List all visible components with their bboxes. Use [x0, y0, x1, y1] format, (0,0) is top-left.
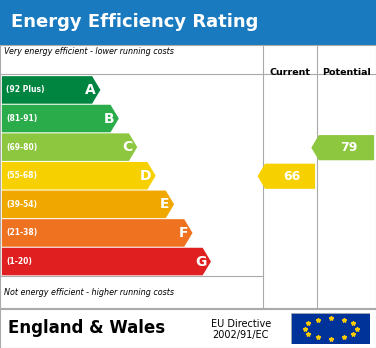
Text: G: G — [195, 254, 206, 269]
Text: (55-68): (55-68) — [6, 171, 37, 180]
Text: England & Wales: England & Wales — [8, 319, 165, 337]
Polygon shape — [2, 105, 119, 132]
Polygon shape — [2, 76, 100, 104]
Text: (39-54): (39-54) — [6, 200, 37, 209]
Text: C: C — [123, 140, 133, 154]
Polygon shape — [258, 164, 315, 189]
Text: A: A — [85, 83, 96, 97]
Text: Energy Efficiency Rating: Energy Efficiency Rating — [11, 13, 259, 31]
Text: (21-38): (21-38) — [6, 228, 38, 237]
Text: Very energy efficient - lower running costs: Very energy efficient - lower running co… — [4, 47, 174, 56]
Text: B: B — [104, 111, 114, 126]
Polygon shape — [2, 219, 193, 247]
Text: (1-20): (1-20) — [6, 257, 32, 266]
Polygon shape — [2, 191, 174, 218]
Text: E: E — [160, 197, 170, 211]
Polygon shape — [2, 162, 156, 190]
Text: (92 Plus): (92 Plus) — [6, 85, 45, 94]
Text: (69-80): (69-80) — [6, 143, 38, 152]
Text: (81-91): (81-91) — [6, 114, 38, 123]
Text: 79: 79 — [340, 141, 357, 154]
Text: Current: Current — [270, 68, 311, 77]
Text: F: F — [179, 226, 188, 240]
Text: EU Directive: EU Directive — [211, 319, 271, 329]
Polygon shape — [2, 133, 137, 161]
Text: D: D — [139, 169, 151, 183]
Text: Not energy efficient - higher running costs: Not energy efficient - higher running co… — [4, 288, 174, 297]
Polygon shape — [311, 135, 374, 160]
Text: Potential: Potential — [322, 68, 371, 77]
Text: 2002/91/EC: 2002/91/EC — [212, 330, 269, 340]
Text: 66: 66 — [284, 170, 300, 183]
Polygon shape — [2, 248, 211, 275]
